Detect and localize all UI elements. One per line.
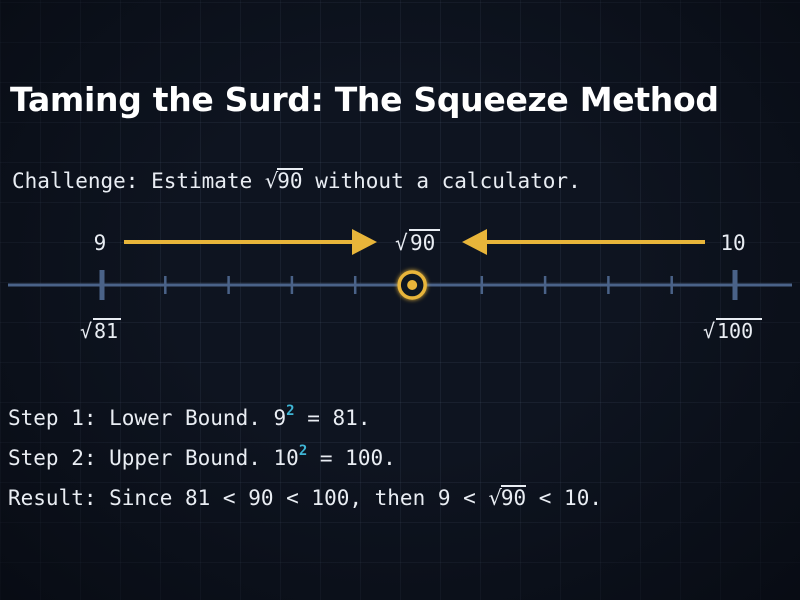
step-1-exponent: 2 — [286, 403, 295, 419]
step-2-base: 10 — [273, 446, 299, 470]
result-suffix: < 10. — [526, 486, 602, 510]
result-line: Result: Since 81 < 90 < 100, then 9 < √9… — [8, 480, 602, 517]
right-sqrt-symbol: √ — [703, 319, 715, 343]
right-pointing-arrow — [124, 229, 377, 255]
right-bound-label: 10 — [720, 231, 745, 255]
tick-marks — [164, 276, 673, 294]
right-root-label: √ 100 — [703, 318, 762, 343]
step-2-suffix: = 100. — [307, 446, 396, 470]
right-root-radicand: 100 — [717, 319, 753, 343]
challenge-prefix: Challenge: Estimate — [12, 169, 265, 193]
result-prefix: Result: Since 81 < 90 < 100, then 9 < — [8, 486, 489, 510]
result-radical: √90 — [488, 480, 527, 517]
step-2-exponent: 2 — [298, 443, 308, 459]
step-1-suffix: = 81. — [294, 406, 371, 430]
arrowhead-right-icon — [352, 229, 377, 255]
result-sqrt-symbol: √ — [488, 486, 502, 510]
step-2-line: Step 2: Upper Bound. 102 = 100. — [8, 440, 602, 480]
left-root-radicand: 81 — [94, 319, 118, 343]
step-1-base: 9 — [273, 406, 287, 430]
target-radicand: 90 — [410, 231, 435, 255]
target-label: √ 90 — [395, 229, 440, 255]
page-title: Taming the Surd: The Squeeze Method — [10, 80, 719, 119]
left-root-label: √ 81 — [80, 318, 121, 343]
left-bound-label: 9 — [94, 231, 107, 255]
number-line-diagram: 9 10 √ 90 √ 81 √ 100 — [8, 229, 792, 343]
challenge-radicand: 90 — [277, 168, 303, 193]
step-1-line: Step 1: Lower Bound. 92 = 81. — [8, 400, 602, 440]
sqrt-symbol: √ — [264, 169, 279, 193]
target-point-marker — [397, 270, 427, 300]
challenge-text: Challenge: Estimate √90 without a calcul… — [12, 168, 581, 193]
target-sqrt-symbol: √ — [395, 231, 408, 255]
result-radicand: 90 — [500, 485, 527, 510]
step-1-prefix: Step 1: Lower Bound. — [8, 406, 274, 430]
left-pointing-arrow — [462, 229, 705, 255]
challenge-suffix: without a calculator. — [302, 169, 581, 193]
step-2-prefix: Step 2: Upper Bound. — [8, 446, 274, 470]
left-sqrt-symbol: √ — [80, 319, 92, 343]
arrowhead-left-icon — [462, 229, 487, 255]
challenge-radical: √90 — [265, 168, 303, 193]
steps-block: Step 1: Lower Bound. 92 = 81. Step 2: Up… — [8, 400, 602, 517]
